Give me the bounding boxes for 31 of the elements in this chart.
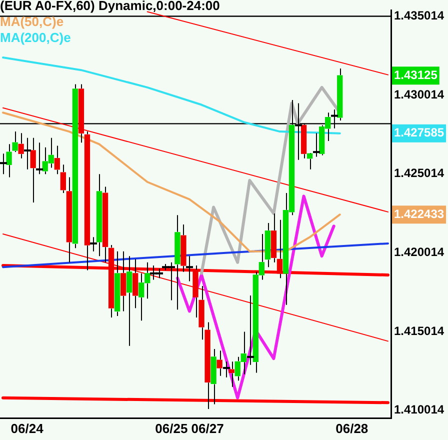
y-tick-label: 1.410014 [394, 402, 444, 417]
candlestick [60, 164, 66, 194]
candlestick [102, 186, 108, 263]
candlestick [276, 219, 283, 279]
candlestick [54, 145, 60, 175]
y-tick-label: 1.422433 [394, 206, 444, 221]
candlestick [126, 256, 132, 346]
y-tick-label: 1.420014 [394, 245, 444, 260]
x-tick-label: 06/25 [155, 420, 188, 436]
candlestick [12, 131, 18, 153]
candlestick [264, 222, 271, 268]
candlestick [108, 244, 114, 318]
y-tick-label: 1.435014 [394, 8, 444, 23]
y-tick-label: 1.430014 [394, 87, 444, 102]
x-tick-label: 06/28 [336, 420, 368, 436]
candlestick [0, 153, 8, 175]
candlestick [270, 213, 277, 263]
candlestick [306, 153, 313, 170]
chart-title: (EUR A0-FX,60) Dynamic,0:00-24:00 [0, 0, 220, 14]
x-tick-label: 06/27 [191, 420, 224, 436]
y-tick-label: 1.425014 [394, 166, 444, 180]
candlestick [120, 250, 126, 312]
y-tick-label: 1.415014 [394, 324, 444, 338]
candlestick [114, 250, 120, 316]
candlestick [66, 176, 72, 263]
y-tick-label: 1.427585 [394, 126, 444, 140]
x-tick-label: 06/24 [10, 420, 44, 436]
series-label: MA(200,C)e [0, 30, 71, 46]
candlestick [132, 258, 138, 309]
y-tick-label: 1.43125 [394, 68, 438, 82]
text: MA(50,C)e [0, 14, 64, 30]
